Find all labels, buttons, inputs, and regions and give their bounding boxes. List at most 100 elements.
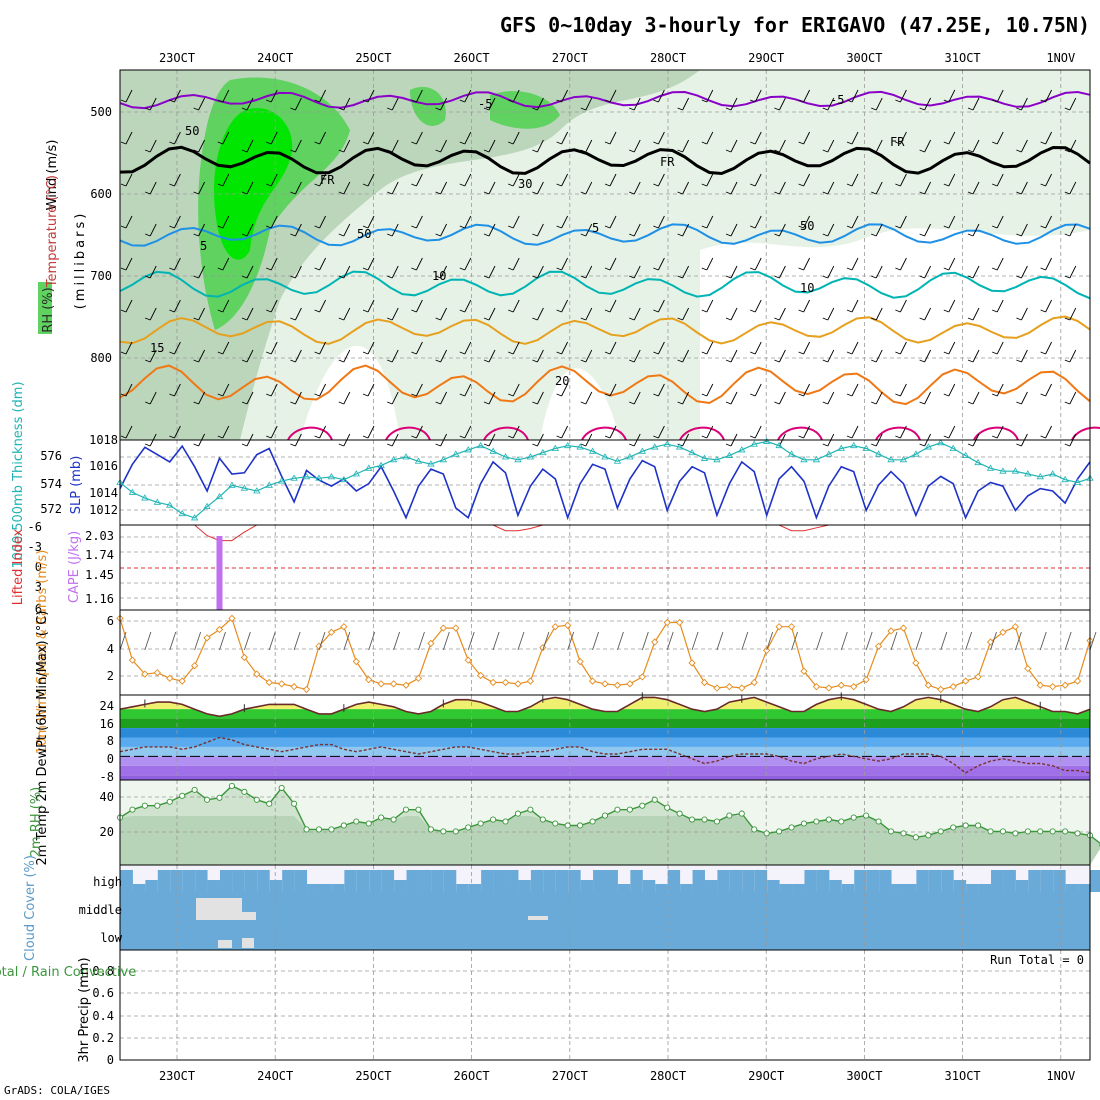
wind10m-barb [1064,631,1072,651]
wind-barb-flag [846,141,853,145]
rh2m-point [1037,828,1044,835]
wind-barb-flag [822,107,828,111]
wind-barb [1045,383,1053,397]
wind-barb [1069,223,1077,237]
wind-barb [391,391,399,405]
thickness-point [1048,470,1057,477]
wind-barb [899,425,907,439]
wind-barb [149,139,157,153]
wind-barb-flag [1064,275,1070,279]
wind-barb-flag [629,443,635,447]
wind-barb-flag [508,267,514,271]
wind-barb-flag [483,443,490,447]
panel-cape-li: -6 -3 0 3 6 2.03 1.74 1.45 1.16 Lifted Index CAP… [11,520,1091,616]
wind-barb-flag [992,267,998,271]
wind-barb [899,131,907,145]
wind-barb-flag [556,225,562,229]
temperature-band [120,697,1090,700]
rh2m-point [925,832,932,839]
wind-barb-flag [798,225,804,229]
wind10m-point [253,670,261,678]
wind-barb-flag [774,107,780,111]
wind-barb-flag [290,359,296,363]
wind-barb [899,299,907,313]
rh2m-point [825,816,832,823]
wind-barb-flag [1016,317,1022,321]
wind-barb-flag [895,309,901,313]
wind-barb [706,383,714,397]
wind-barb-flag [701,141,707,145]
wind-barb [464,215,472,229]
wind-barb [972,265,980,279]
wind-barb [899,257,907,271]
wind10m-line [119,617,1091,691]
slp-tick-label: 1014 [89,486,118,500]
wind-barb [1020,97,1028,111]
wind10m-barb [542,631,550,651]
wind-barb [851,215,859,229]
wind-barb-flag [725,233,732,237]
cloud-high-bar [617,884,631,892]
wind-barb [778,97,786,111]
rh2m-point [850,814,857,821]
wind-barb [173,173,181,187]
wind10m-point [278,680,286,688]
wind-barb [391,307,399,321]
wind10m-barb [119,631,127,651]
wind10m-point [638,673,646,681]
wind-barb-flag [532,443,538,447]
wind-barb-flag [677,359,683,363]
temp2m-tick-label: 0 [107,752,114,766]
wind-barb-flag [895,99,901,103]
wind-barb-flag [919,149,925,153]
top-date-label: 1NOV [1046,51,1075,65]
wind-barb-flag [508,225,514,229]
cloud-gap [218,940,232,948]
temperature-contour-25 [777,426,823,441]
rh2m-point [975,822,982,829]
wind-barb-flag [992,435,998,439]
bottom-date-label: 23OCT [159,1069,195,1083]
wind-barb [415,215,423,229]
cloud-high-bar [1078,884,1091,892]
wind-barb-flag [919,233,925,237]
wind-barb-flag [1064,359,1070,363]
cape-tick-label: 1.16 [85,592,114,606]
wind10m-barb [393,631,401,651]
wind-barb-flag [967,191,974,195]
wind-barb [706,341,714,355]
wind-barb-flag [629,233,635,237]
wind-barb [948,89,956,103]
cloud-high-bar [1065,884,1079,892]
wind-barb [803,89,811,103]
wind-barb [246,265,254,279]
wind-barb-flag [653,351,659,355]
wind-barb [319,257,327,271]
wind-barb-flag [387,401,393,405]
thickness-point [999,467,1007,474]
top-date-label: 29OCT [748,51,784,65]
cloud-high-bar [667,870,681,892]
wind-barb-flag [774,233,780,237]
wind-barb [1069,265,1077,279]
panel-rh2m: 40 20 2m RH (%) [29,779,1100,866]
top-date-label: 27OCT [552,51,588,65]
wind-barb-flag [580,359,586,363]
wind-barb [246,223,254,237]
wind-barb-flag [145,443,151,447]
rh2m-area-lower [120,816,1100,865]
wind-barb [972,307,980,321]
rh2m-point [1024,828,1031,835]
wind-barb-flag [701,267,707,271]
wind-barb-flag [314,435,320,439]
wind-barb-flag [895,141,901,145]
wind10m-point [775,623,783,631]
cloud-high-bar [953,880,967,892]
wind-barb [657,173,665,187]
wind-barb-flag [290,191,296,195]
thickness-line [119,440,1091,519]
wind-barb [319,89,327,103]
thickness-point [128,488,137,495]
wind-barb-flag [895,267,901,271]
